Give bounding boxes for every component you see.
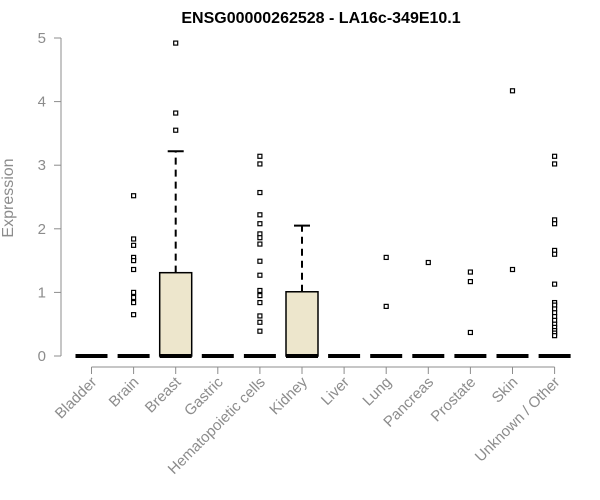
outlier-point (257, 189, 263, 196)
outlier-point (551, 333, 558, 339)
outlier-point (257, 328, 263, 334)
outlier-point (257, 241, 263, 247)
box-1 (117, 193, 150, 358)
y-axis-label: Expression (0, 158, 17, 237)
outlier-point (131, 266, 137, 273)
box-5 (285, 224, 319, 358)
outlier-point (257, 161, 263, 167)
y-tick-label: 5 (38, 30, 46, 47)
box-11 (538, 153, 571, 358)
box-4 (243, 153, 276, 358)
outlier-point (257, 235, 263, 241)
x-tick-label: Brain (106, 374, 143, 411)
outlier-point (425, 259, 431, 266)
outlier-point (551, 281, 558, 287)
outlier-point (173, 110, 179, 116)
y-tick-label: 0 (38, 348, 46, 365)
box-2 (158, 40, 193, 358)
outlier-point (257, 313, 263, 319)
x-tick-label: Skin (489, 374, 522, 407)
box-9 (454, 269, 487, 358)
boxes-group (75, 40, 571, 358)
chart-title: ENSG00000262528 - LA16c-349E10.1 (181, 10, 460, 27)
outlier-point (131, 236, 137, 242)
outlier-point (131, 289, 137, 295)
outlier-point (467, 278, 473, 285)
x-tick-label: Lung (359, 374, 395, 410)
outlier-point (131, 294, 137, 301)
x-tick-label: Prostate (428, 374, 480, 426)
outlier-point (131, 193, 137, 199)
outlier-point (509, 88, 516, 94)
outlier-point (131, 258, 137, 264)
box-7 (370, 254, 403, 358)
box-8 (412, 259, 445, 358)
y-tick-label: 3 (38, 157, 46, 174)
box-iqr (285, 291, 319, 357)
x-tick-label: Breast (142, 373, 185, 416)
y-tick-label: 1 (38, 284, 46, 301)
outlier-point (551, 221, 558, 227)
outlier-point (257, 287, 263, 294)
outlier-point (383, 303, 389, 309)
box-10 (496, 88, 529, 358)
outlier-point (131, 299, 137, 306)
outlier-point (551, 251, 558, 257)
outlier-point (257, 153, 263, 159)
outlier-point (257, 212, 263, 218)
x-tick-label: Bladder (52, 374, 101, 423)
outlier-point (383, 254, 389, 261)
outlier-point (257, 292, 263, 299)
outlier-point (551, 161, 558, 167)
outlier-point (467, 329, 473, 336)
outlier-point (173, 40, 179, 46)
outlier-point (131, 312, 137, 318)
outlier-point (131, 242, 137, 248)
x-tick-label: Liver (318, 374, 353, 409)
outlier-point (257, 258, 263, 264)
y-tick-label: 4 (38, 94, 46, 111)
box-iqr (158, 271, 193, 357)
outlier-point (257, 272, 263, 278)
x-tick-label: Kidney (266, 373, 311, 418)
outlier-point (257, 221, 263, 227)
outlier-point (551, 153, 558, 159)
outlier-point (467, 269, 473, 275)
outlier-point (173, 127, 179, 133)
y-axis: 0 1 2 3 4 5 (38, 30, 62, 365)
outlier-point (257, 299, 263, 306)
outlier-point (509, 266, 516, 273)
y-tick-label: 2 (38, 221, 46, 238)
outlier-point (257, 319, 263, 325)
